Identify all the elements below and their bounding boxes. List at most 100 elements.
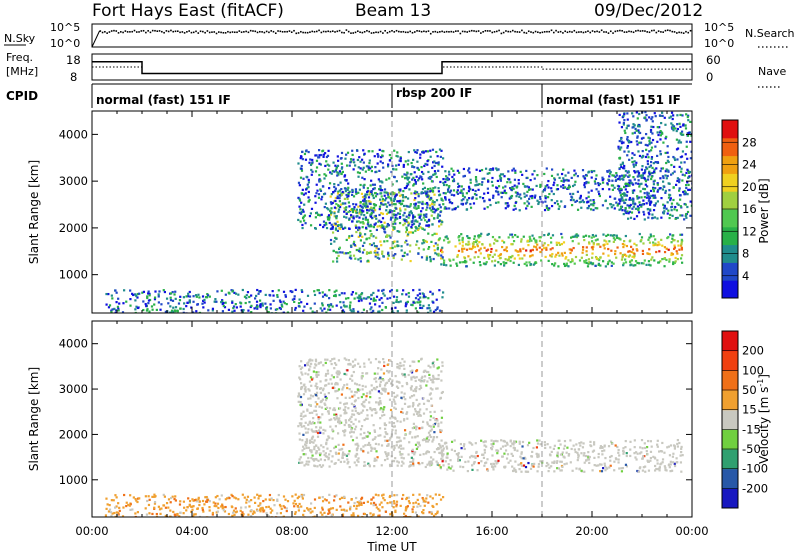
- scatter-cell: [633, 131, 636, 134]
- scatter-cell: [378, 427, 382, 430]
- scatter-cell: [174, 290, 177, 293]
- scatter-cell: [351, 395, 354, 398]
- scatter-cell: [427, 462, 431, 465]
- scatter-cell: [153, 298, 157, 301]
- scatter-cell: [334, 294, 337, 298]
- scatter-cell: [665, 161, 668, 165]
- scatter-cell: [546, 184, 549, 187]
- scatter-cell: [620, 174, 624, 177]
- scatter-cell: [337, 159, 340, 162]
- scatter-cell: [505, 246, 508, 249]
- scatter-cell: [357, 299, 361, 303]
- noise-point: [386, 31, 389, 34]
- scatter-cell: [408, 205, 411, 208]
- scatter-cell: [405, 174, 408, 177]
- scatter-cell: [393, 406, 396, 409]
- scatter-cell: [597, 464, 600, 467]
- scatter-cell: [361, 311, 364, 313]
- scatter-cell: [376, 372, 379, 375]
- scatter-cell: [477, 255, 480, 259]
- scatter-cell: [310, 456, 313, 460]
- scatter-cell: [431, 440, 434, 443]
- scatter-cell: [648, 142, 651, 145]
- scatter-cell: [318, 448, 321, 451]
- scatter-cell: [306, 362, 309, 365]
- scatter-cell: [331, 358, 334, 361]
- scatter-cell: [580, 206, 583, 209]
- scatter-cell: [525, 207, 528, 210]
- scatter-cell: [324, 374, 327, 377]
- scatter-cell: [509, 259, 512, 263]
- scatter-cell: [491, 235, 495, 239]
- scatter-cell: [255, 306, 258, 309]
- scatter-cell: [651, 171, 654, 175]
- scatter-cell: [659, 449, 663, 453]
- scatter-cell: [598, 258, 601, 262]
- scatter-cell: [569, 439, 572, 442]
- scatter-cell: [610, 261, 613, 264]
- scatter-cell: [401, 407, 404, 410]
- scatter-cell: [442, 261, 446, 265]
- scatter-cell: [411, 426, 414, 430]
- scatter-cell: [334, 418, 337, 421]
- noise-point: [398, 30, 400, 33]
- scatter-cell: [621, 199, 624, 202]
- scatter-cell: [169, 296, 172, 299]
- scatter-cell: [618, 156, 621, 160]
- scatter-cell: [526, 190, 529, 193]
- scatter-cell: [298, 184, 301, 187]
- scatter-cell: [381, 225, 384, 228]
- scatter-cell: [544, 255, 547, 259]
- scatter-cell: [348, 190, 351, 193]
- scatter-cell: [363, 362, 366, 365]
- scatter-cell: [509, 195, 512, 198]
- noise-point: [268, 31, 270, 34]
- scatter-cell: [465, 248, 469, 251]
- scatter-cell: [632, 165, 636, 168]
- scatter-cell: [636, 195, 639, 198]
- scatter-cell: [529, 249, 532, 252]
- freq-label-line2: [MHz]: [6, 65, 38, 78]
- scatter-cell: [403, 437, 406, 440]
- scatter-cell: [314, 195, 317, 198]
- scatter-cell: [483, 256, 486, 260]
- scatter-cell: [344, 396, 347, 399]
- scatter-cell: [312, 370, 315, 373]
- scatter-cell: [348, 419, 351, 422]
- scatter-cell: [129, 297, 132, 301]
- scatter-cell: [612, 262, 615, 265]
- scatter-cell: [567, 454, 570, 457]
- scatter-cell: [567, 179, 570, 182]
- scatter-cell: [449, 467, 452, 470]
- scatter-cell: [201, 302, 204, 305]
- scatter-cell: [653, 469, 657, 472]
- scatter-cell: [340, 306, 343, 309]
- scatter-cell: [415, 386, 418, 389]
- scatter-cell: [499, 256, 502, 260]
- scatter-cell: [319, 380, 322, 383]
- noise-point: [368, 30, 371, 33]
- scatter-cell: [376, 152, 379, 156]
- scatter-cell: [378, 384, 382, 388]
- scatter-cell: [465, 208, 468, 211]
- scatter-cell: [541, 190, 545, 193]
- scatter-cell: [597, 184, 600, 187]
- scatter-cell: [652, 162, 655, 165]
- scatter-cell: [242, 309, 245, 312]
- scatter-cell: [674, 260, 677, 263]
- scatter-cell: [472, 245, 475, 248]
- scatter-cell: [179, 295, 182, 298]
- scatter-cell: [571, 259, 574, 262]
- scatter-cell: [357, 175, 360, 178]
- scatter-cell: [379, 185, 382, 188]
- noise-point: [117, 32, 120, 34]
- scatter-cell: [340, 393, 344, 396]
- scatter-cell: [342, 227, 345, 230]
- scatter-cell: [675, 457, 678, 460]
- scatter-cell: [370, 179, 373, 182]
- scatter-cell: [384, 199, 387, 202]
- scatter-cell: [369, 392, 372, 395]
- scatter-cell: [343, 252, 346, 255]
- scatter-cell: [664, 191, 667, 194]
